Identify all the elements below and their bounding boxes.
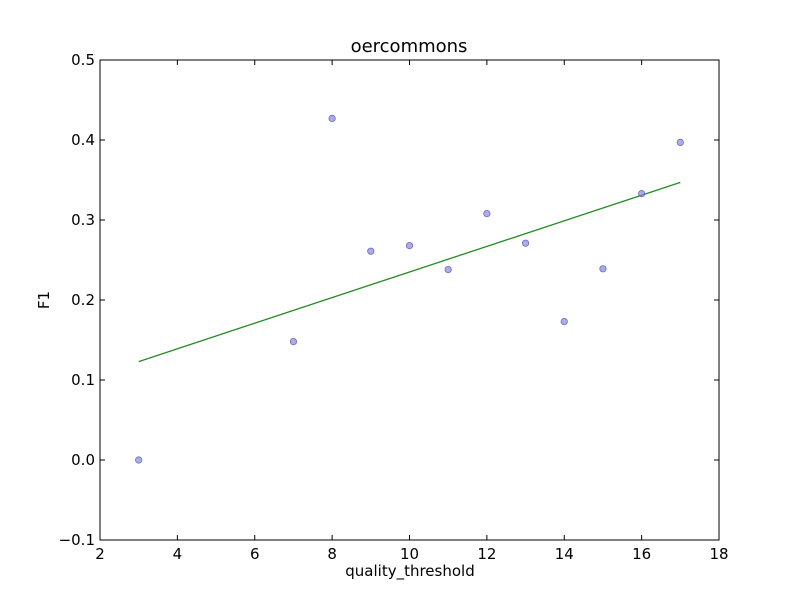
y-tick-label: −0.1	[59, 531, 95, 549]
x-tick-label: 16	[632, 545, 651, 563]
x-tick-label: 10	[400, 545, 419, 563]
scatter-point	[521, 239, 530, 247]
chart-title: oercommons	[351, 36, 468, 57]
scatter-point	[367, 247, 375, 255]
y-tick-label: 0.0	[71, 451, 95, 469]
scatter-series	[135, 114, 684, 464]
x-tick-label: 6	[250, 545, 260, 563]
y-tick-label: 0.2	[71, 291, 95, 309]
trend-line-series	[138, 181, 681, 363]
scatter-point	[638, 190, 646, 198]
x-tick-label: 2	[95, 545, 105, 563]
scatter-point	[560, 317, 568, 326]
x-axis-label: quality_threshold	[345, 562, 474, 581]
x-tick-label: 14	[555, 545, 574, 563]
y-axis-label: F1	[35, 291, 53, 309]
scatter-point	[405, 242, 414, 250]
scatter-point	[599, 265, 607, 273]
x-tick-label: 18	[709, 545, 728, 563]
scatter-point	[676, 138, 684, 146]
x-tick-label: 12	[477, 545, 496, 563]
x-tick-label: 4	[173, 545, 183, 563]
plot-frame	[99, 59, 720, 541]
y-tick-label: 0.4	[71, 131, 95, 149]
scatter-point	[444, 265, 452, 274]
y-tick-label: 0.5	[71, 51, 95, 69]
x-tick-label: 8	[327, 545, 337, 563]
y-tick-label: 0.1	[71, 371, 95, 389]
y-tick-label: 0.3	[71, 211, 95, 229]
scatter-point	[483, 210, 491, 218]
scatter-point	[135, 456, 143, 464]
scatter-point	[289, 337, 298, 346]
trend-line	[138, 181, 681, 363]
axis-ticks: 2 4 6 8 10 12 14 16 18 −0.1 0.0 0.1 0.2 0.3 0.4 0.5	[59, 51, 729, 563]
scatter-point	[328, 114, 336, 123]
